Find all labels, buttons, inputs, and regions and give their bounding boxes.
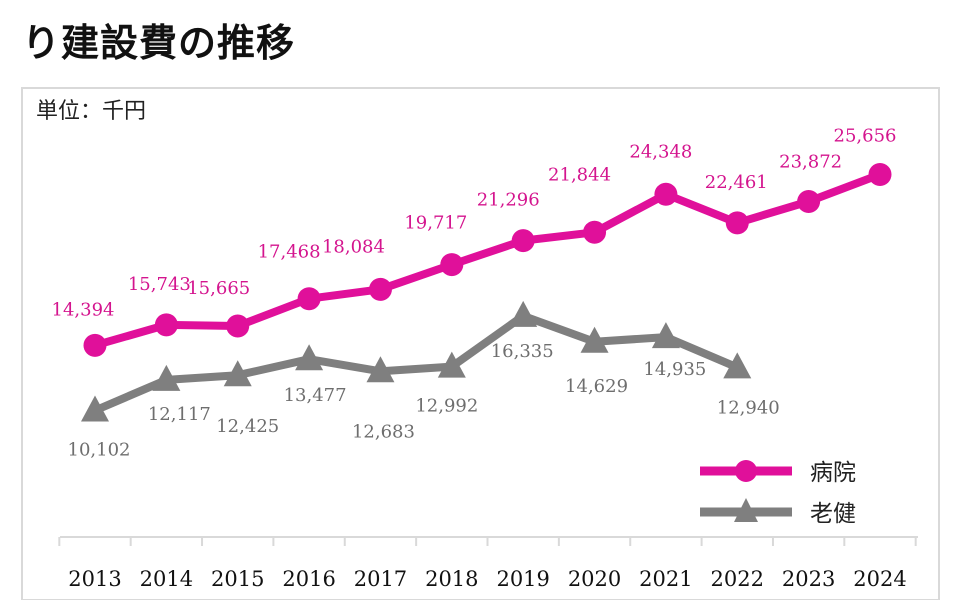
data-point-hospital (725, 211, 749, 235)
x-tick-label: 2014 (140, 567, 193, 591)
data-label-nursing: 12,683 (352, 421, 415, 442)
data-label-hospital: 22,461 (705, 172, 768, 193)
data-label-nursing: 14,629 (565, 376, 628, 397)
data-label-hospital: 25,656 (834, 125, 897, 146)
plot-area (81, 162, 892, 422)
data-point-nursing (651, 322, 680, 349)
data-point-hospital (868, 162, 892, 186)
data-label-hospital: 21,296 (477, 190, 540, 211)
legend-marker-nursing (734, 498, 758, 522)
x-tick-label: 2015 (211, 567, 264, 591)
data-label-nursing: 14,935 (643, 359, 706, 380)
x-tick-label: 2017 (354, 567, 407, 591)
x-axis: 2013 2014 2015 2016 2017 2018 2019 2020 2021 2022… (58, 536, 918, 591)
x-tick-label: 2018 (425, 567, 478, 591)
page-title: り建設費の推移 (22, 21, 296, 65)
data-label-nursing: 13,477 (284, 385, 347, 406)
x-tick-label: 2022 (711, 567, 764, 591)
data-point-nursing (223, 360, 252, 387)
chart-frame (21, 87, 940, 600)
data-point-nursing (509, 300, 538, 327)
data-label-hospital: 23,872 (779, 152, 842, 173)
data-point-hospital (226, 314, 250, 338)
x-tick-label: 2024 (853, 567, 906, 591)
data-point-nursing (580, 326, 609, 353)
data-label-hospital: 15,743 (128, 274, 191, 295)
data-point-hospital (297, 287, 321, 311)
x-tick-label: 2021 (639, 567, 692, 591)
x-tick-label: 2013 (68, 567, 121, 591)
data-label-hospital: 18,084 (322, 236, 385, 257)
data-point-nursing (366, 356, 395, 383)
data-point-nursing (81, 395, 109, 422)
data-label-hospital: 19,717 (404, 213, 467, 234)
x-tick-label: 2023 (782, 567, 835, 591)
x-tick-label: 2016 (282, 567, 335, 591)
data-label-hospital: 17,468 (258, 242, 321, 263)
data-point-hospital (440, 253, 464, 277)
data-point-hospital (154, 313, 178, 337)
legend: 病院 老健 (700, 460, 856, 527)
data-point-hospital (583, 220, 607, 244)
data-label-nursing: 12,117 (148, 404, 211, 425)
data-point-hospital (511, 229, 535, 253)
data-label-nursing: 10,102 (68, 439, 131, 460)
data-point-nursing (437, 351, 466, 378)
series-line-nursing (91, 311, 742, 415)
data-label-nursing: 12,940 (717, 397, 780, 418)
legend-marker-hospital (735, 460, 757, 482)
data-point-nursing (152, 364, 181, 391)
data-point-hospital (83, 333, 107, 357)
data-label-hospital: 15,665 (187, 278, 250, 299)
data-point-nursing (295, 344, 324, 371)
x-tick-label: 2020 (568, 567, 621, 591)
x-tick-label: 2019 (496, 567, 549, 591)
data-point-hospital (797, 190, 821, 214)
data-label-hospital: 14,394 (52, 299, 115, 320)
data-point-nursing (723, 352, 752, 379)
data-point-hospital (654, 182, 678, 206)
data-point-hospital (368, 277, 392, 301)
series-line-hospital (91, 170, 884, 350)
legend-label-nursing: 老健 (810, 501, 856, 527)
data-label-nursing: 12,992 (415, 396, 478, 417)
legend-label-hospital: 病院 (810, 460, 856, 486)
unit-label: 単位：千円 (36, 99, 146, 124)
data-label-hospital: 24,348 (629, 141, 692, 162)
data-label-hospital: 21,844 (548, 164, 611, 185)
data-label-nursing: 16,335 (491, 341, 554, 362)
data-label-nursing: 12,425 (216, 416, 279, 437)
